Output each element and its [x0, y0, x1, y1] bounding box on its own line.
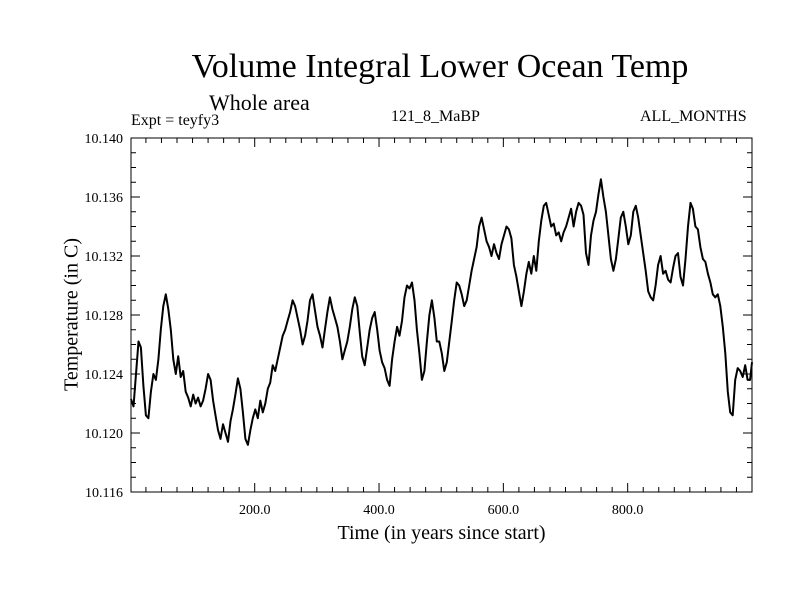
- y-tick-label: 10.136: [85, 191, 124, 206]
- run-label: 121_8_MaBP: [391, 108, 480, 125]
- y-tick-label: 10.124: [85, 368, 124, 383]
- x-tick-label: 200.0: [239, 503, 271, 518]
- y-tick-label: 10.128: [85, 309, 124, 324]
- axis-ticks: [131, 138, 752, 492]
- series-line: [130, 178, 753, 446]
- experiment-label: Expt = teyfy3: [131, 112, 220, 129]
- y-tick-label: 10.116: [85, 486, 123, 501]
- plot-frame: [130, 137, 753, 493]
- x-tick-label: 800.0: [612, 503, 644, 518]
- x-tick-label: 600.0: [488, 503, 520, 518]
- x-tick-label: 400.0: [363, 503, 395, 518]
- tick-labels: 200.0 400.0 600.0 800.0 10.116 10.120 10.124 10…: [85, 132, 644, 518]
- y-tick-label: 10.140: [85, 132, 124, 147]
- months-label: ALL_MONTHS: [640, 108, 747, 125]
- y-tick-label: 10.120: [85, 427, 124, 442]
- chart-subtitle: Whole area: [209, 90, 310, 115]
- y-tick-label: 10.132: [85, 250, 124, 265]
- x-axis-label: Time (in years since start): [337, 522, 546, 544]
- chart-title: Volume Integral Lower Ocean Temp: [191, 48, 689, 85]
